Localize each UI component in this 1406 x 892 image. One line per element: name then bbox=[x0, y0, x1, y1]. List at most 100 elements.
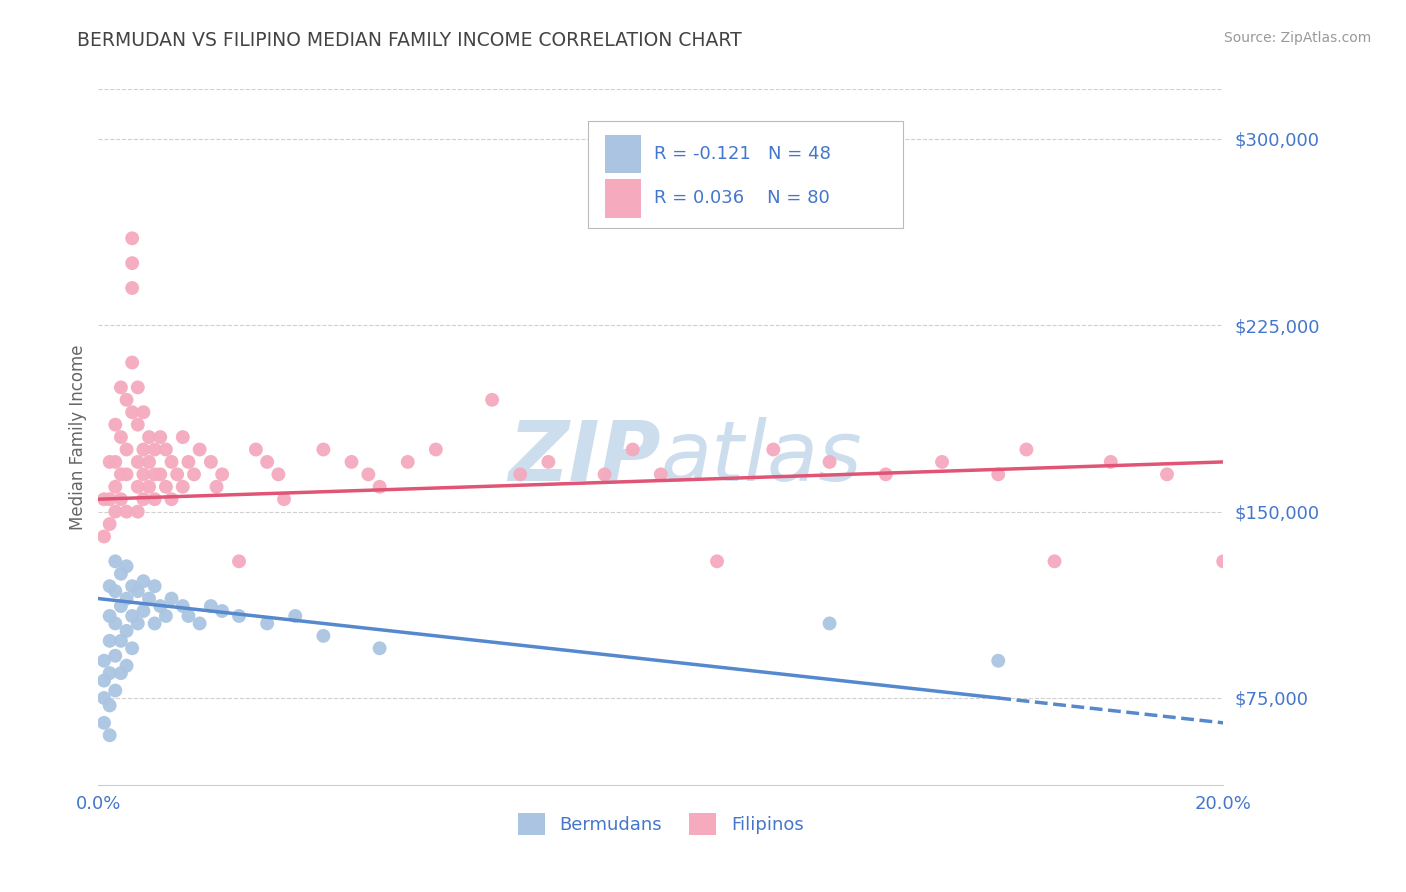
Point bbox=[104, 417, 127, 432]
Point bbox=[368, 480, 391, 494]
Point bbox=[706, 554, 728, 568]
Point bbox=[121, 609, 143, 624]
Point bbox=[98, 492, 121, 507]
Point bbox=[1212, 554, 1234, 568]
Point bbox=[273, 492, 295, 507]
Point bbox=[1015, 442, 1038, 457]
Point bbox=[143, 579, 166, 593]
Point bbox=[110, 492, 132, 507]
Point bbox=[110, 430, 132, 444]
Point bbox=[93, 492, 115, 507]
Point bbox=[256, 616, 278, 631]
Point bbox=[110, 380, 132, 394]
Text: ZIP: ZIP bbox=[508, 417, 661, 499]
Point bbox=[93, 690, 115, 705]
Point bbox=[127, 584, 149, 599]
Point bbox=[110, 467, 132, 482]
Point bbox=[205, 480, 228, 494]
Point bbox=[172, 599, 194, 613]
Point bbox=[110, 599, 132, 613]
Point bbox=[121, 355, 143, 369]
Point bbox=[931, 455, 953, 469]
Bar bbox=[605, 135, 641, 173]
Point bbox=[143, 442, 166, 457]
Point bbox=[104, 616, 127, 631]
Point bbox=[115, 624, 138, 638]
Point bbox=[509, 467, 531, 482]
Point bbox=[1099, 455, 1122, 469]
Point bbox=[104, 554, 127, 568]
Point bbox=[127, 505, 149, 519]
Point bbox=[132, 604, 155, 618]
Point bbox=[357, 467, 380, 482]
Point bbox=[93, 529, 115, 543]
Point bbox=[121, 405, 143, 419]
Point bbox=[228, 554, 250, 568]
Point bbox=[121, 281, 143, 295]
Point bbox=[160, 591, 183, 606]
Point bbox=[762, 442, 785, 457]
Point bbox=[127, 455, 149, 469]
Point bbox=[115, 559, 138, 574]
Point bbox=[138, 455, 160, 469]
Point bbox=[121, 256, 143, 270]
Point bbox=[127, 616, 149, 631]
Point bbox=[621, 442, 644, 457]
Point bbox=[115, 505, 138, 519]
Point bbox=[149, 430, 172, 444]
Point bbox=[132, 467, 155, 482]
Point bbox=[155, 480, 177, 494]
Point bbox=[396, 455, 419, 469]
Point bbox=[1043, 554, 1066, 568]
Point bbox=[1156, 467, 1178, 482]
Point bbox=[987, 654, 1010, 668]
Point bbox=[987, 467, 1010, 482]
Point bbox=[211, 467, 233, 482]
Point bbox=[312, 629, 335, 643]
Point bbox=[127, 380, 149, 394]
Point bbox=[104, 480, 127, 494]
Point bbox=[138, 591, 160, 606]
Point bbox=[177, 609, 200, 624]
Point bbox=[104, 455, 127, 469]
Point bbox=[166, 467, 188, 482]
Point bbox=[115, 392, 138, 407]
Point bbox=[650, 467, 672, 482]
Point bbox=[267, 467, 290, 482]
Point bbox=[104, 505, 127, 519]
Point bbox=[143, 492, 166, 507]
Point bbox=[98, 728, 121, 742]
Point bbox=[98, 666, 121, 681]
Point bbox=[115, 467, 138, 482]
Point bbox=[127, 480, 149, 494]
Point bbox=[312, 442, 335, 457]
Text: R = -0.121   N = 48: R = -0.121 N = 48 bbox=[654, 145, 831, 163]
Point bbox=[115, 591, 138, 606]
Point bbox=[98, 633, 121, 648]
Point bbox=[98, 516, 121, 531]
Point bbox=[132, 405, 155, 419]
Point bbox=[104, 648, 127, 663]
Point bbox=[132, 442, 155, 457]
Point bbox=[155, 442, 177, 457]
Point bbox=[183, 467, 205, 482]
Point bbox=[98, 579, 121, 593]
Point bbox=[143, 616, 166, 631]
Point bbox=[93, 654, 115, 668]
Point bbox=[110, 633, 132, 648]
Point bbox=[245, 442, 267, 457]
Point bbox=[875, 467, 897, 482]
Point bbox=[149, 599, 172, 613]
Point bbox=[121, 579, 143, 593]
Point bbox=[132, 574, 155, 589]
Point bbox=[127, 417, 149, 432]
Point bbox=[149, 467, 172, 482]
Text: atlas: atlas bbox=[661, 417, 862, 499]
Point bbox=[121, 641, 143, 656]
Point bbox=[121, 231, 143, 245]
Point bbox=[200, 455, 222, 469]
Text: BERMUDAN VS FILIPINO MEDIAN FAMILY INCOME CORRELATION CHART: BERMUDAN VS FILIPINO MEDIAN FAMILY INCOM… bbox=[77, 31, 742, 50]
Point bbox=[138, 430, 160, 444]
Point bbox=[104, 584, 127, 599]
Point bbox=[93, 715, 115, 730]
